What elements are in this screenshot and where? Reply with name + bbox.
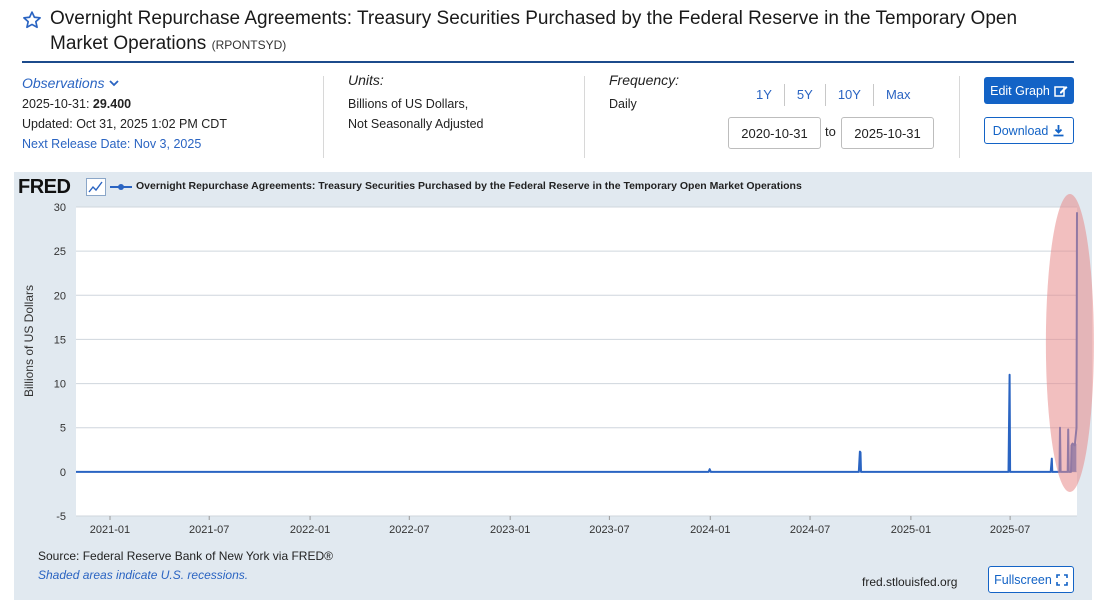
x-tick-label: 2023-01	[490, 524, 530, 536]
y-tick-label: -5	[56, 511, 66, 523]
y-tick-label: 10	[54, 379, 66, 391]
divider	[584, 76, 585, 158]
range-1y-button[interactable]: 1Y	[756, 87, 772, 102]
fred-logo: FRED	[18, 176, 71, 198]
fullscreen-label: Fullscreen	[994, 572, 1052, 587]
chevron-down-icon	[109, 80, 120, 87]
end-date-input[interactable]	[841, 117, 934, 149]
units-line1: Billions of US Dollars,	[348, 97, 469, 111]
range-10y-button[interactable]: 10Y	[824, 84, 873, 106]
site-link[interactable]: fred.stlouisfed.org	[862, 575, 958, 589]
divider	[323, 76, 324, 158]
latest-observation: 2025-10-31: 29.400	[22, 94, 312, 114]
observation-value: 29.400	[92, 97, 132, 111]
expand-icon	[1056, 573, 1068, 586]
chart-icon	[86, 178, 106, 196]
frequency-panel: Frequency: Daily	[609, 72, 719, 162]
x-tick-label: 2023-07	[589, 524, 629, 536]
x-tick-label: 2021-01	[90, 524, 130, 536]
series-title: Overnight Repurchase Agreements: Treasur…	[50, 8, 1018, 54]
x-tick-label: 2025-07	[990, 524, 1030, 536]
x-tick-label: 2021-07	[189, 524, 229, 536]
observations-label: Observations	[22, 75, 105, 91]
plot-area	[76, 207, 1077, 516]
range-max-button[interactable]: Max	[872, 84, 923, 106]
title-divider	[22, 61, 1074, 63]
download-label: Download	[992, 123, 1049, 138]
updated-timestamp: Updated: Oct 31, 2025 1:02 PM CDT	[22, 117, 227, 131]
y-tick-label: 15	[54, 334, 66, 346]
observations-panel: Observations 2025-10-31: 29.400 Updated:…	[22, 72, 312, 162]
recession-note: Shaded areas indicate U.S. recessions.	[38, 568, 249, 582]
download-icon	[1053, 125, 1064, 137]
edit-graph-label: Edit Graph	[990, 83, 1050, 98]
legend-label: Overnight Repurchase Agreements: Treasur…	[136, 180, 802, 192]
x-tick-label: 2024-07	[790, 524, 830, 536]
star-icon[interactable]	[22, 10, 42, 30]
x-tick-label: 2024-01	[690, 524, 730, 536]
edit-icon	[1054, 85, 1068, 97]
next-release-link[interactable]: Next Release Date: Nov 3, 2025	[22, 137, 202, 151]
range-buttons: 1Y 5Y 10Y Max	[744, 84, 923, 106]
frequency-value: Daily	[609, 97, 637, 111]
x-tick-label: 2025-01	[891, 524, 931, 536]
highlight-annotation	[1045, 194, 1094, 492]
page-title: Overnight Repurchase Agreements: Treasur…	[50, 6, 1070, 58]
download-button[interactable]: Download	[984, 117, 1074, 144]
observations-dropdown[interactable]: Observations	[22, 72, 312, 94]
y-tick-label: 30	[54, 202, 66, 214]
range-5y-button[interactable]: 5Y	[783, 84, 825, 106]
units-label: Units:	[348, 72, 384, 88]
source-note: Source: Federal Reserve Bank of New York…	[38, 549, 333, 563]
start-date-input[interactable]	[728, 117, 821, 149]
divider	[959, 76, 960, 158]
series-id: (RPONTSYD)	[211, 38, 287, 52]
y-axis-title: Billions of US Dollars	[22, 284, 36, 398]
frequency-label: Frequency:	[609, 72, 680, 88]
units-panel: Units: Billions of US Dollars, Not Seaso…	[348, 72, 568, 162]
observation-date: 2025-10-31:	[22, 97, 90, 111]
to-label: to	[825, 124, 836, 139]
y-tick-label: 0	[60, 467, 66, 479]
y-tick-label: 5	[60, 423, 66, 435]
x-tick-label: 2022-01	[290, 524, 330, 536]
y-tick-label: 20	[54, 290, 66, 302]
x-tick-label: 2022-07	[389, 524, 429, 536]
fullscreen-button[interactable]: Fullscreen	[988, 566, 1074, 593]
y-tick-label: 25	[54, 246, 66, 258]
legend-marker	[118, 184, 124, 190]
edit-graph-button[interactable]: Edit Graph	[984, 77, 1074, 104]
units-line2: Not Seasonally Adjusted	[348, 117, 484, 131]
